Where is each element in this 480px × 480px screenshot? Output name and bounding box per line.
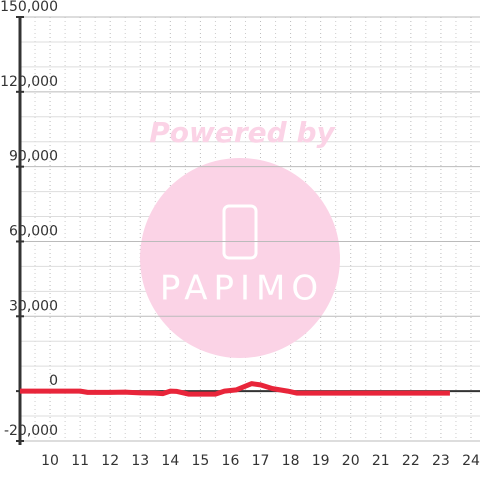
x-tick-label: 10 — [41, 453, 59, 469]
x-tick-label: 16 — [222, 453, 240, 469]
x-tick-label: 13 — [131, 453, 149, 469]
watermark-logo: PAPIMO — [160, 269, 324, 309]
watermark-text: Powered by — [149, 116, 336, 149]
y-tick-label: 150,000 — [0, 0, 58, 15]
x-tick-label: 18 — [282, 453, 300, 469]
watermark: Powered by PAPIMO — [140, 116, 340, 358]
x-tick-label: 15 — [191, 453, 209, 469]
data-line — [20, 381, 450, 397]
y-tick-label: 0 — [49, 373, 58, 389]
watermark-phone — [222, 204, 258, 260]
y-tick-label: 90,000 — [9, 149, 58, 165]
x-tick-label: 14 — [161, 453, 179, 469]
x-tick-label: 22 — [402, 453, 420, 469]
x-tick-label: 23 — [432, 453, 450, 469]
y-tick-label: 60,000 — [9, 223, 58, 239]
x-tick-label: 24 — [462, 453, 480, 469]
y-tick-label: 30,000 — [9, 298, 58, 314]
x-tick-label: 17 — [252, 453, 270, 469]
y-tick-label: 120,000 — [0, 74, 58, 90]
x-tick-label: 12 — [101, 453, 119, 469]
x-tick-label: 11 — [71, 453, 89, 469]
x-tick-label: 19 — [312, 453, 330, 469]
x-tick-label: 21 — [372, 453, 390, 469]
y-tick-label: -20,000 — [4, 423, 58, 439]
x-tick-label: 20 — [342, 453, 360, 469]
